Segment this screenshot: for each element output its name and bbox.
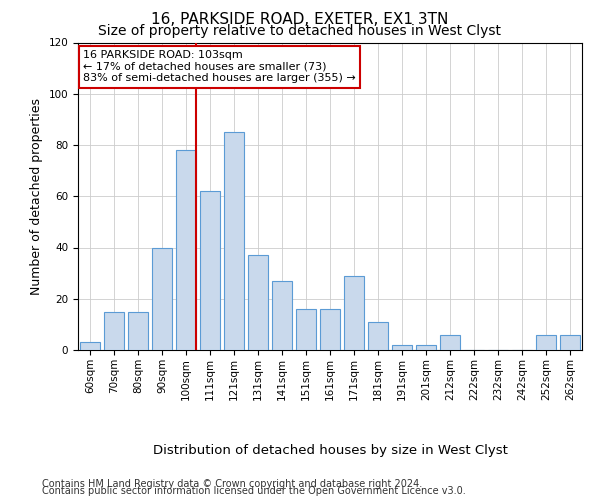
Bar [344, 276, 364, 350]
Bar [392, 345, 412, 350]
Bar [560, 334, 580, 350]
Bar [440, 334, 460, 350]
Bar [80, 342, 100, 350]
Text: Size of property relative to detached houses in West Clyst: Size of property relative to detached ho… [98, 24, 502, 38]
Bar [176, 150, 196, 350]
X-axis label: Distribution of detached houses by size in West Clyst: Distribution of detached houses by size … [152, 444, 508, 457]
Text: Contains public sector information licensed under the Open Government Licence v3: Contains public sector information licen… [42, 486, 466, 496]
Text: 16, PARKSIDE ROAD, EXETER, EX1 3TN: 16, PARKSIDE ROAD, EXETER, EX1 3TN [151, 12, 449, 26]
Bar [224, 132, 244, 350]
Bar [104, 312, 124, 350]
Bar [320, 309, 340, 350]
Bar [128, 312, 148, 350]
Bar [200, 191, 220, 350]
Bar [536, 334, 556, 350]
Y-axis label: Number of detached properties: Number of detached properties [30, 98, 43, 294]
Bar [152, 248, 172, 350]
Bar [248, 255, 268, 350]
Bar [368, 322, 388, 350]
Text: 16 PARKSIDE ROAD: 103sqm
← 17% of detached houses are smaller (73)
83% of semi-d: 16 PARKSIDE ROAD: 103sqm ← 17% of detach… [83, 50, 356, 84]
Text: Contains HM Land Registry data © Crown copyright and database right 2024.: Contains HM Land Registry data © Crown c… [42, 479, 422, 489]
Bar [272, 281, 292, 350]
Bar [296, 309, 316, 350]
Bar [416, 345, 436, 350]
